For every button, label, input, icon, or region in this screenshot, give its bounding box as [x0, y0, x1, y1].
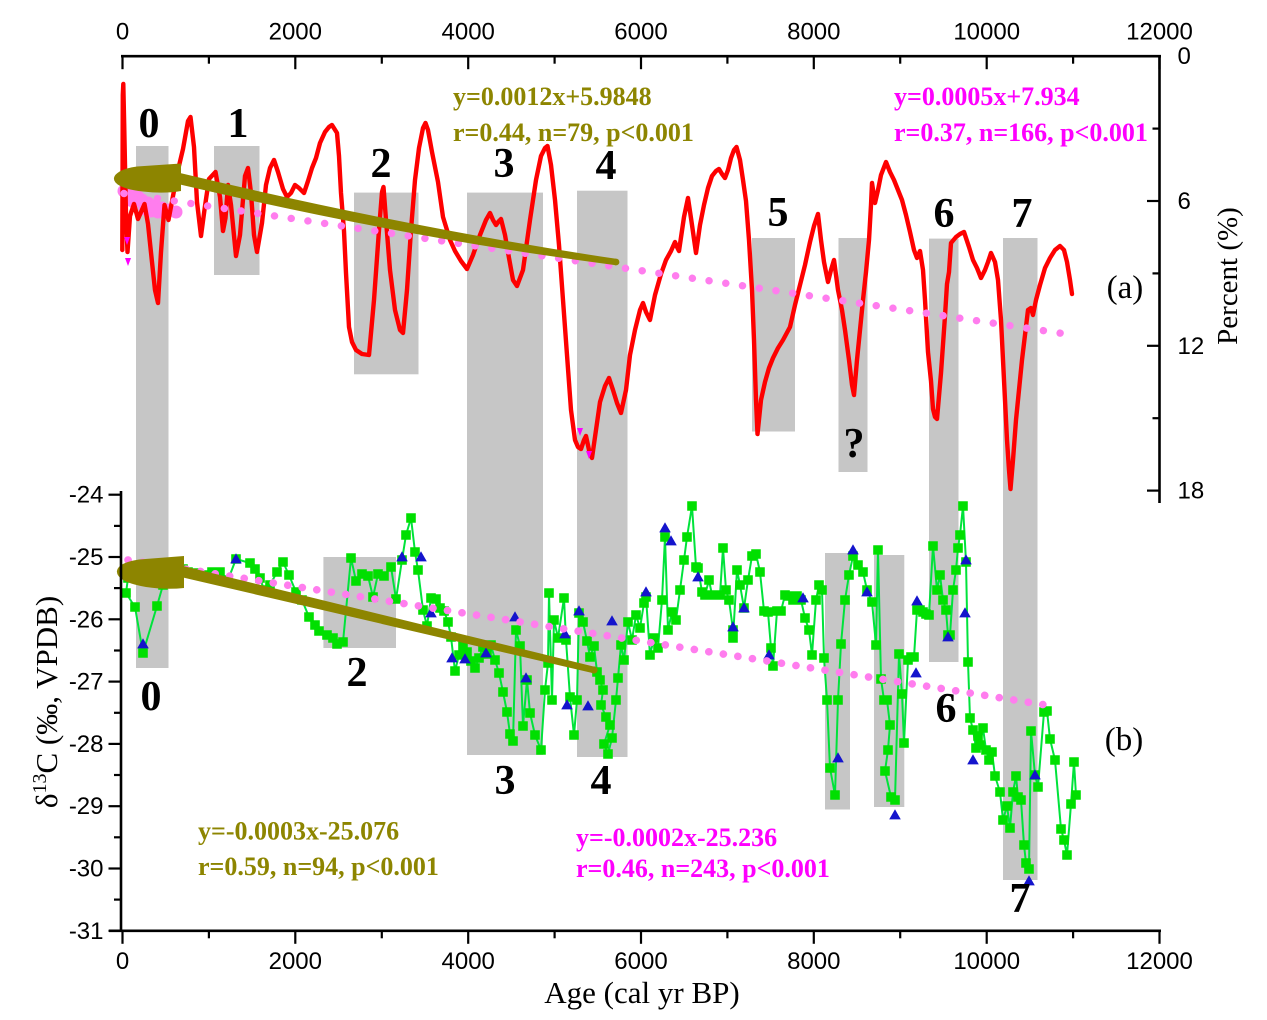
- svg-text:-25: -25: [69, 544, 104, 571]
- svg-text:-24: -24: [69, 482, 104, 509]
- svg-text:2000: 2000: [269, 948, 322, 975]
- svg-text:r=0.44, n=79, p<0.001: r=0.44, n=79, p<0.001: [453, 118, 694, 147]
- svg-text:y=-0.0002x-25.236: y=-0.0002x-25.236: [576, 823, 777, 852]
- svg-text:8000: 8000: [787, 948, 840, 975]
- svg-text:12000: 12000: [1126, 19, 1193, 46]
- svg-text:12: 12: [1178, 333, 1205, 360]
- svg-text:6000: 6000: [614, 948, 667, 975]
- svg-text:0: 0: [116, 948, 129, 975]
- svg-text:2: 2: [347, 650, 368, 696]
- svg-text:-30: -30: [69, 856, 104, 883]
- svg-text:0: 0: [1178, 43, 1191, 70]
- svg-text:18: 18: [1178, 478, 1205, 505]
- svg-text:4: 4: [591, 758, 612, 804]
- svg-text:6: 6: [936, 686, 957, 732]
- svg-text:r=0.37, n=166, p<0.001: r=0.37, n=166, p<0.001: [894, 118, 1148, 147]
- svg-text:y=0.0012x+5.9848: y=0.0012x+5.9848: [453, 82, 652, 111]
- svg-text:0: 0: [139, 101, 160, 147]
- svg-text:6000: 6000: [614, 19, 667, 46]
- svg-text:6: 6: [934, 191, 955, 237]
- svg-text:2000: 2000: [269, 19, 322, 46]
- svg-text:(a): (a): [1107, 270, 1144, 306]
- svg-text:r=0.59, n=94, p<0.001: r=0.59, n=94, p<0.001: [198, 852, 439, 881]
- svg-text:10000: 10000: [953, 948, 1020, 975]
- svg-text:-26: -26: [69, 606, 104, 633]
- svg-text:0: 0: [141, 674, 162, 720]
- svg-text:r=0.46, n=243, p<0.001: r=0.46, n=243, p<0.001: [576, 854, 830, 883]
- svg-text:4: 4: [596, 143, 617, 189]
- svg-text:-31: -31: [69, 918, 104, 945]
- svg-text:-27: -27: [69, 669, 104, 696]
- svg-text:10000: 10000: [953, 19, 1020, 46]
- svg-text:-28: -28: [69, 731, 104, 758]
- svg-text:3: 3: [495, 758, 516, 804]
- svg-text:2: 2: [371, 141, 392, 187]
- svg-text:5: 5: [768, 190, 789, 236]
- svg-text:y=0.0005x+7.934: y=0.0005x+7.934: [894, 82, 1080, 111]
- svg-text:y=-0.0003x-25.076: y=-0.0003x-25.076: [198, 817, 399, 846]
- svg-text:12000: 12000: [1126, 948, 1193, 975]
- svg-text:-29: -29: [69, 793, 104, 820]
- svg-text:Age (cal yr BP): Age (cal yr BP): [544, 975, 739, 1010]
- svg-text:6: 6: [1178, 188, 1191, 215]
- svg-text:7: 7: [1012, 191, 1033, 237]
- svg-text:(b): (b): [1105, 722, 1143, 758]
- svg-text:4000: 4000: [442, 19, 495, 46]
- svg-text:0: 0: [116, 19, 129, 46]
- svg-text:7: 7: [1010, 876, 1031, 922]
- svg-text:4000: 4000: [442, 948, 495, 975]
- svg-text:1: 1: [228, 101, 249, 147]
- svg-text:3: 3: [494, 141, 515, 187]
- svg-text:?: ?: [844, 421, 865, 467]
- svg-text:Percent (%): Percent (%): [1212, 207, 1244, 345]
- svg-text:δ13C (‰, VPDB): δ13C (‰, VPDB): [29, 596, 64, 808]
- svg-text:8000: 8000: [787, 19, 840, 46]
